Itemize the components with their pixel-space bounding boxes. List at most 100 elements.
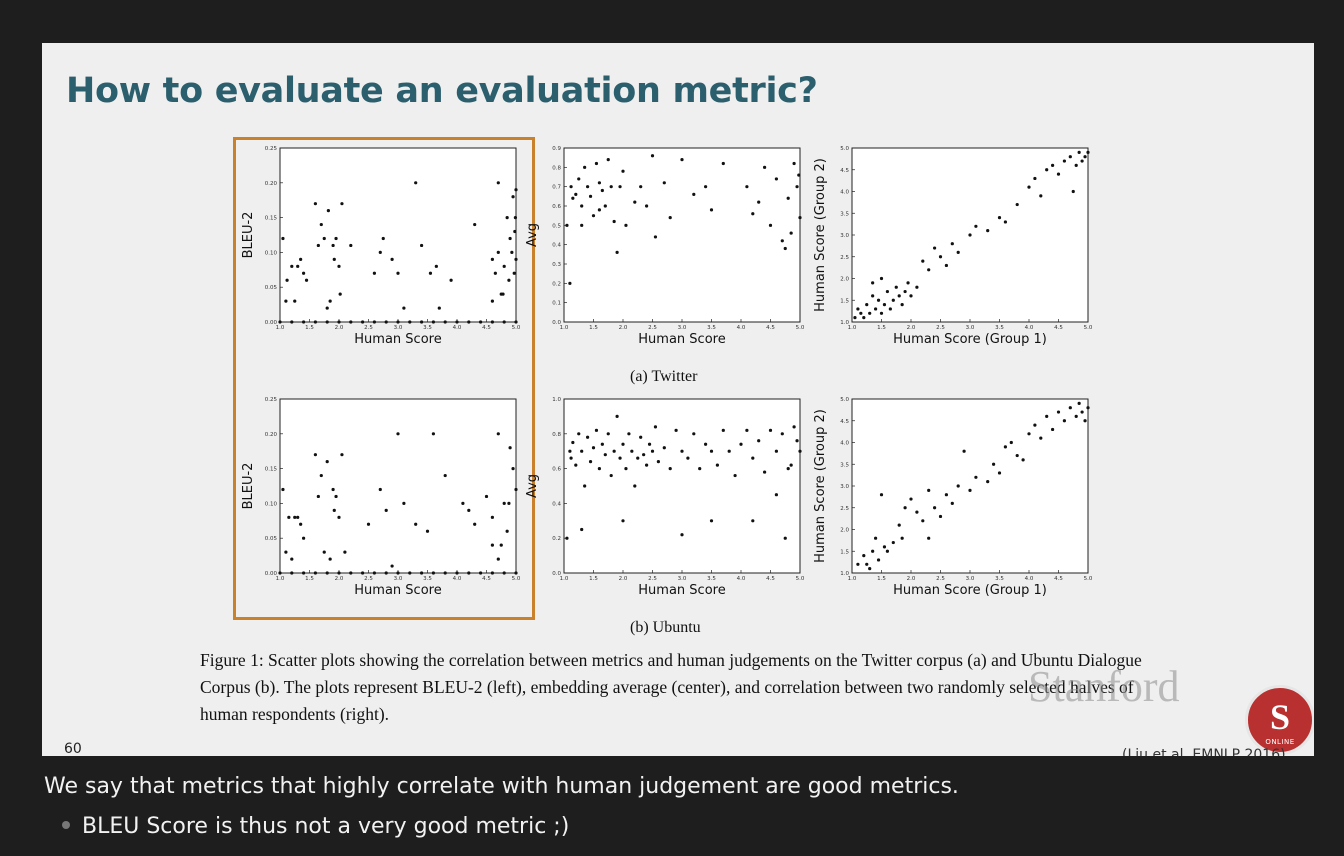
- scatter-point: [507, 501, 511, 505]
- scatter-point: [490, 257, 494, 261]
- scatter-point: [568, 281, 572, 285]
- scatter-point: [956, 250, 960, 254]
- slide: How to evaluate an evaluation metric? 1.…: [42, 43, 1314, 756]
- scatter-point: [686, 456, 690, 460]
- scatter-point: [915, 285, 919, 289]
- x-tick-label: 3.0: [394, 325, 403, 331]
- scatter-point: [974, 475, 978, 479]
- scatter-point: [997, 471, 1002, 475]
- scatter-point: [285, 278, 289, 282]
- scatter-point: [680, 449, 684, 453]
- scatter-point: [331, 243, 335, 248]
- scatter-point: [656, 460, 660, 464]
- scatter-point: [621, 442, 625, 446]
- x-tick-label: 4.5: [482, 576, 491, 582]
- x-tick-label: 5.0: [1084, 576, 1093, 582]
- y-tick-label: 0.5: [552, 223, 561, 229]
- scatter-point: [938, 255, 943, 259]
- scatter-point: [290, 557, 294, 561]
- scatter-point: [650, 154, 655, 158]
- scatter-point: [502, 320, 506, 324]
- scatter-point: [621, 519, 625, 523]
- scatter-point: [786, 467, 790, 471]
- scatter-point: [627, 432, 631, 436]
- scatter-point: [897, 523, 901, 527]
- scatter-point: [704, 442, 708, 446]
- scatter-point: [583, 484, 587, 488]
- scatter-point: [745, 428, 749, 432]
- scatter-point: [950, 242, 954, 246]
- scatter-point: [449, 278, 453, 282]
- scatter-point: [903, 506, 907, 510]
- x-axis-label: Human Score (Group 1): [893, 332, 1047, 347]
- scatter-point: [680, 533, 684, 537]
- scatter-point: [290, 320, 294, 324]
- scatter-point: [502, 571, 506, 575]
- x-tick-label: 1.5: [877, 325, 886, 331]
- scatter-point: [1074, 414, 1078, 418]
- y-tick-label: 0.3: [552, 262, 561, 268]
- scatter-point: [1080, 410, 1084, 414]
- x-tick-label: 5.0: [796, 576, 805, 582]
- scatter-point: [490, 515, 494, 519]
- scatter-point: [319, 222, 323, 227]
- scatter-point: [473, 522, 477, 526]
- y-tick-label: 0.00: [265, 571, 278, 577]
- scatter-point: [609, 473, 613, 478]
- scatter-point: [624, 467, 628, 471]
- x-axis-label: Human Score (Group 1): [893, 583, 1047, 598]
- y-axis-label: BLEU-2: [241, 463, 256, 510]
- x-tick-label: 1.0: [560, 325, 569, 331]
- scatter-point: [763, 165, 767, 169]
- scatter-point: [326, 209, 330, 213]
- scatter-point: [331, 487, 335, 492]
- scatter-point: [856, 307, 860, 311]
- scatter-point: [745, 185, 749, 189]
- scatter-point: [968, 488, 972, 492]
- scatter-point: [783, 246, 787, 251]
- scatter-point: [721, 161, 725, 166]
- scatter-point: [313, 320, 317, 324]
- y-tick-label: 0.0: [552, 320, 561, 326]
- x-tick-label: 3.5: [995, 325, 1004, 331]
- scatter-point: [621, 169, 625, 173]
- scatter-point: [414, 522, 418, 526]
- scatter-point: [510, 250, 514, 254]
- scatter-point: [569, 456, 573, 460]
- scatter-point: [588, 460, 593, 464]
- x-tick-label: 4.0: [1025, 325, 1034, 331]
- figure-caption: Figure 1: Scatter plots showing the corr…: [200, 650, 1142, 724]
- scatter-point: [780, 239, 784, 243]
- scatter-point: [299, 522, 303, 526]
- scatter-point: [514, 487, 518, 492]
- scatter-point: [751, 519, 755, 523]
- plot-frame: [279, 147, 517, 323]
- scatter-point: [414, 181, 418, 185]
- x-tick-label: 1.5: [305, 325, 314, 331]
- scatter-point: [281, 236, 285, 241]
- scatter-point: [727, 449, 731, 453]
- scatter-point: [507, 278, 511, 282]
- x-tick-label: 2.0: [619, 325, 628, 331]
- y-tick-label: 0.20: [265, 432, 278, 438]
- scatter-point: [647, 442, 652, 446]
- scatter-point: [384, 508, 388, 512]
- scatter-point: [1051, 163, 1055, 167]
- scatter-point: [868, 567, 872, 571]
- scatter-point: [606, 432, 610, 436]
- scatter-point: [1003, 445, 1007, 449]
- scatter-point: [496, 557, 500, 561]
- scatter-point: [795, 439, 799, 443]
- scatter-point: [337, 320, 341, 324]
- scatter-point: [774, 177, 778, 181]
- scatter-point: [325, 460, 329, 464]
- scatter-point: [662, 181, 666, 185]
- scatter-point: [428, 271, 433, 275]
- scatter-point: [574, 463, 578, 467]
- scatter-point: [299, 257, 303, 261]
- scatter-point: [361, 571, 365, 575]
- scatter-point: [479, 571, 483, 575]
- highlight-box: [233, 137, 535, 620]
- scatter-point: [325, 306, 329, 310]
- scatter-point: [891, 298, 895, 302]
